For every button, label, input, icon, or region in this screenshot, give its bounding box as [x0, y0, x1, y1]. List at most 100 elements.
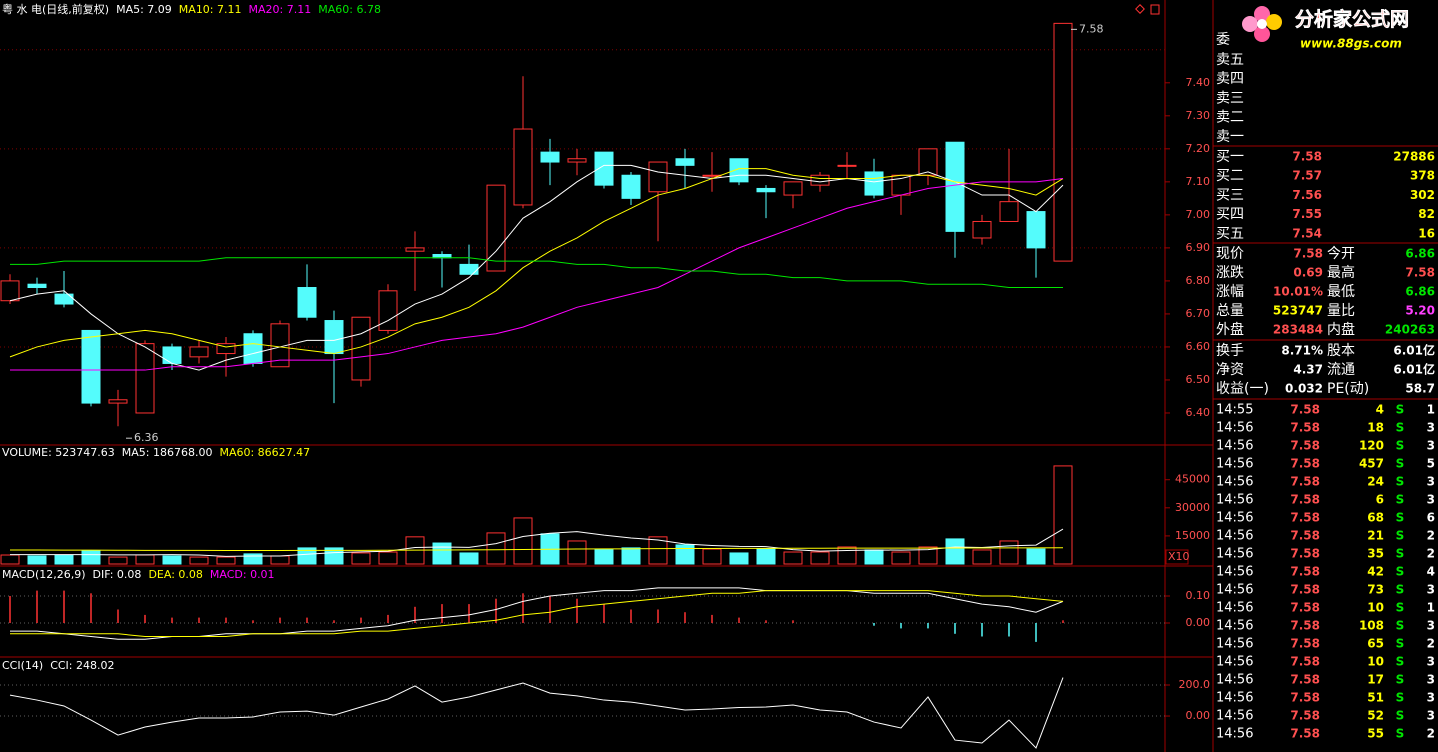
candle-body — [567, 158, 587, 163]
candle-body — [378, 290, 398, 331]
ratio-label: 委 — [1216, 32, 1230, 48]
tick-cell: 7.58 — [1290, 511, 1320, 525]
y-tick-label: 6.40 — [1186, 406, 1211, 419]
candle-body — [1053, 22, 1073, 262]
tick-cell: 3 — [1427, 493, 1435, 507]
volume-bar — [324, 547, 344, 565]
volume-bar — [864, 549, 884, 565]
stat-value: 283484 — [1273, 323, 1323, 337]
stat-label: 换手 — [1216, 342, 1244, 359]
tick-cell: S — [1396, 475, 1405, 489]
volume-bar — [135, 554, 155, 565]
y-tick-label: 0.00 — [1186, 709, 1211, 722]
stat-value: 6.86 — [1405, 247, 1435, 261]
buy-label: 买一 — [1216, 149, 1244, 165]
tick-cell: 2 — [1427, 529, 1435, 543]
legend-label: 粤 水 电(日线,前复权) — [2, 2, 109, 16]
tick-cell: 18 — [1367, 421, 1384, 435]
volume-bar — [162, 555, 182, 565]
candle-body — [864, 171, 884, 196]
tick-cell: 14:56 — [1216, 655, 1253, 670]
candle-body — [837, 164, 857, 167]
tick-cell: 42 — [1367, 565, 1384, 579]
tick-cell: 7.58 — [1290, 673, 1320, 687]
tick-cell: S — [1396, 493, 1405, 507]
tick-cell: 1 — [1427, 601, 1435, 615]
tick-cell: 21 — [1367, 529, 1384, 543]
tick-cell: 7.58 — [1290, 691, 1320, 705]
candle-body — [1026, 211, 1046, 249]
tick-cell: 14:56 — [1216, 547, 1253, 562]
candle-body — [405, 247, 425, 252]
line-series — [10, 528, 1064, 557]
tick-cell: S — [1396, 673, 1405, 687]
tick-cell: S — [1396, 547, 1405, 561]
tick-cell: 14:56 — [1216, 637, 1253, 652]
tick-cell: S — [1396, 565, 1405, 579]
line-series — [10, 257, 1063, 289]
legend-label: MACD(12,26,9) — [2, 568, 86, 581]
stat-value: 58.7 — [1405, 382, 1435, 396]
candle-body — [918, 148, 938, 176]
tick-cell: 120 — [1359, 439, 1384, 453]
tick-cell: 7.58 — [1290, 547, 1320, 561]
stat-label: 收益(一) — [1216, 381, 1269, 397]
stat-value: 4.37 — [1293, 363, 1323, 377]
tick-cell: 108 — [1359, 619, 1384, 633]
legend-label: CCI: 248.02 — [50, 659, 114, 672]
sell-label: 卖二 — [1216, 110, 1244, 126]
y-tick-label: 6.90 — [1186, 241, 1211, 254]
volume-bar — [378, 551, 398, 565]
volume-bar — [351, 552, 371, 565]
sell-label: 卖四 — [1216, 71, 1244, 87]
legend-label: MA5: 186768.00 — [122, 446, 213, 459]
buy-price: 7.57 — [1292, 169, 1322, 183]
tick-cell: 14:56 — [1216, 421, 1253, 436]
volume-bar — [972, 549, 992, 565]
legend-label: DEA: 0.08 — [148, 568, 202, 581]
tick-cell: 7.58 — [1290, 709, 1320, 723]
volume-bar — [216, 556, 236, 565]
tick-cell: S — [1396, 619, 1405, 633]
tick-cell: 3 — [1427, 691, 1435, 705]
tick-cell: S — [1396, 529, 1405, 543]
candle-body — [486, 184, 506, 272]
line-series — [9, 168, 1064, 358]
candle-body — [999, 201, 1019, 222]
tick-cell: S — [1396, 691, 1405, 705]
candle-body — [756, 187, 776, 193]
buy-label: 买二 — [1216, 168, 1244, 184]
volume-bar — [702, 548, 722, 565]
tick-cell: 10 — [1367, 601, 1384, 615]
tick-cell: 14:56 — [1216, 583, 1253, 598]
tick-cell: 5 — [1427, 457, 1435, 471]
tick-cell: 6 — [1376, 493, 1384, 507]
volume-bar — [837, 546, 857, 565]
legend-label: MA10: 7.11 — [179, 3, 242, 16]
icon[interactable] — [1135, 4, 1145, 14]
tick-cell: 24 — [1367, 475, 1384, 489]
volume-bar — [270, 555, 290, 565]
y-tick-label: 200.0 — [1179, 678, 1211, 691]
icon[interactable] — [1150, 4, 1160, 15]
candle-body — [162, 346, 182, 364]
line-series — [9, 547, 1064, 552]
tick-cell: 14:56 — [1216, 691, 1253, 706]
tick-cell: 7.58 — [1290, 655, 1320, 669]
y-tick-label: 30000 — [1175, 501, 1210, 514]
candle-body — [297, 287, 317, 318]
stat-value: 240263 — [1385, 323, 1435, 337]
buy-volume: 302 — [1410, 188, 1435, 202]
tick-cell: 14:56 — [1216, 439, 1253, 454]
volume-bar — [486, 532, 506, 565]
volume-bar — [783, 551, 803, 565]
tick-cell: 4 — [1427, 565, 1435, 579]
candle-body — [351, 316, 371, 381]
volume-bar — [432, 542, 452, 565]
stat-label: 现价 — [1216, 246, 1244, 262]
buy-label: 买五 — [1216, 226, 1244, 242]
stat-value: 0.69 — [1293, 266, 1323, 280]
tick-cell: 7.58 — [1290, 565, 1320, 579]
tick-cell: 14:56 — [1216, 673, 1253, 688]
stat-value: 7.58 — [1405, 266, 1435, 280]
